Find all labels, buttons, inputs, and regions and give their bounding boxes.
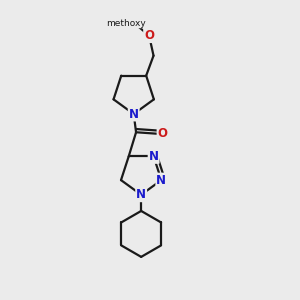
Text: N: N — [129, 107, 139, 121]
Text: O: O — [158, 127, 168, 140]
Text: methoxy: methoxy — [106, 19, 146, 28]
Text: O: O — [144, 29, 154, 42]
Text: N: N — [156, 174, 166, 187]
Text: N: N — [136, 188, 146, 201]
Text: N: N — [148, 150, 159, 163]
